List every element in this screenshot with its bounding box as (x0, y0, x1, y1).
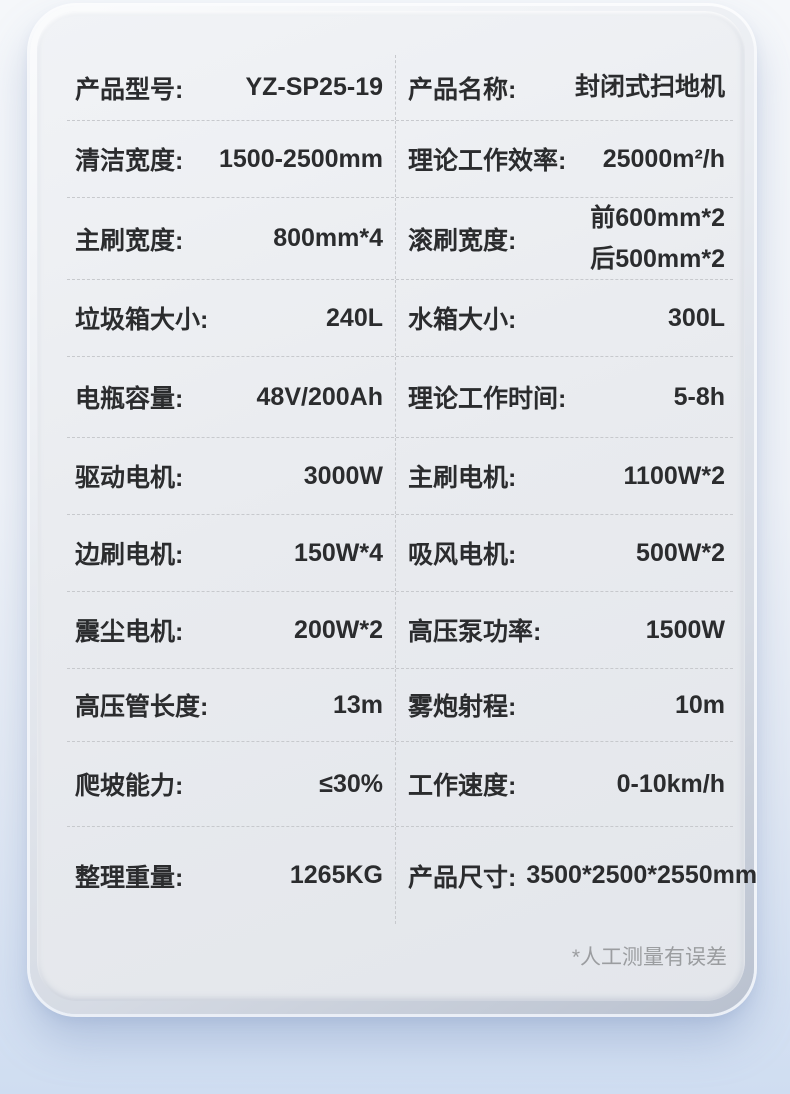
spec-label: 震尘电机: (75, 618, 184, 646)
spec-value: 25000m²/h (602, 144, 725, 173)
table-row: 产品型号: YZ-SP25-19 产品名称: 封闭式扫地机 (67, 55, 733, 121)
spec-cell-drive-motor: 驱动电机: 3000W (67, 438, 395, 514)
table-row: 爬坡能力: ≤30% 工作速度: 0-10km/h (67, 742, 733, 827)
spec-label: 整理重量: (75, 863, 184, 892)
spec-label: 产品型号: (75, 75, 184, 104)
spec-value: 封闭式扫地机 (574, 73, 725, 102)
spec-value: 1500W (645, 615, 725, 644)
spec-value: 150W*4 (294, 538, 383, 567)
spec-value: 3500*2500*2550mm (526, 861, 758, 890)
spec-cell-side-brush-motor: 边刷电机: 150W*4 (67, 515, 395, 591)
spec-cell-hose-length: 高压管长度: 13m (67, 669, 395, 741)
spec-cell-suction-motor: 吸风电机: 500W*2 (395, 515, 733, 591)
spec-label: 工作速度: (408, 772, 517, 800)
table-row: 高压管长度: 13m 雾炮射程: 10m (67, 669, 733, 742)
spec-value: 800mm*4 (273, 224, 383, 253)
spec-label: 电瓶容量: (75, 385, 184, 413)
table-row: 清洁宽度: 1500-2500mm 理论工作效率: 25000m²/h (67, 121, 733, 198)
table-row: 整理重量: 1265KG 产品尺寸: 3500*2500*2550mm (67, 827, 757, 924)
spec-cell-high-pressure-pump: 高压泵功率: 1500W (395, 592, 733, 668)
spec-value: 200W*2 (294, 615, 383, 644)
spec-value: 500W*2 (636, 538, 725, 567)
spec-cell-main-brush-motor: 主刷电机: 1100W*2 (395, 438, 733, 514)
spec-table: 产品型号: YZ-SP25-19 产品名称: 封闭式扫地机 清洁宽度: 1500… (67, 55, 757, 924)
spec-label: 高压泵功率: (408, 618, 542, 646)
spec-cell-work-speed: 工作速度: 0-10km/h (395, 742, 733, 826)
spec-cell-clean-width: 清洁宽度: 1500-2500mm (67, 121, 395, 197)
spec-cell-work-efficiency: 理论工作效率: 25000m²/h (395, 121, 733, 197)
spec-label: 水箱大小: (408, 306, 517, 334)
spec-value: ≤30% (319, 769, 383, 798)
spec-cell-climbing-ability: 爬坡能力: ≤30% (67, 742, 395, 826)
spec-label: 滚刷宽度: (408, 226, 517, 255)
spec-label: 边刷电机: (75, 541, 184, 569)
spec-label: 理论工作时间: (408, 385, 567, 413)
table-row: 震尘电机: 200W*2 高压泵功率: 1500W (67, 592, 733, 669)
spec-value: 300L (668, 303, 725, 332)
spec-label: 产品尺寸: (408, 863, 517, 892)
spec-label: 主刷宽度: (75, 226, 184, 255)
spec-value: 48V/200Ah (256, 382, 383, 411)
spec-label: 高压管长度: (75, 693, 209, 721)
spec-value: 1500-2500mm (218, 144, 383, 173)
spec-label: 产品名称: (408, 75, 517, 104)
spec-card-face: 产品型号: YZ-SP25-19 产品名称: 封闭式扫地机 清洁宽度: 1500… (37, 11, 757, 1001)
spec-cell-product-dimensions: 产品尺寸: 3500*2500*2550mm (395, 827, 765, 924)
spec-value: 240L (326, 303, 383, 332)
spec-value: 1265KG (289, 861, 383, 890)
spec-cell-battery-capacity: 电瓶容量: 48V/200Ah (67, 357, 395, 437)
spec-card: 产品型号: YZ-SP25-19 产品名称: 封闭式扫地机 清洁宽度: 1500… (30, 6, 757, 1014)
spec-cell-trash-bin-size: 垃圾箱大小: 240L (67, 280, 395, 356)
spec-cell-dust-shaker-motor: 震尘电机: 200W*2 (67, 592, 395, 668)
spec-value: 0-10km/h (616, 769, 725, 798)
spec-cell-fog-cannon-range: 雾炮射程: 10m (395, 669, 733, 741)
spec-value: 3000W (303, 461, 383, 490)
spec-label: 吸风电机: (408, 541, 517, 569)
spec-cell-machine-weight: 整理重量: 1265KG (67, 827, 395, 924)
table-row: 边刷电机: 150W*4 吸风电机: 500W*2 (67, 515, 733, 592)
spec-cell-main-brush-width: 主刷宽度: 800mm*4 (67, 198, 395, 279)
spec-value: YZ-SP25-19 (245, 73, 383, 102)
spec-cell-work-time: 理论工作时间: 5-8h (395, 357, 733, 437)
spec-value: 10m (674, 690, 725, 719)
spec-value: 5-8h (673, 382, 725, 411)
spec-label: 主刷电机: (408, 464, 517, 492)
spec-value: 13m (332, 690, 383, 719)
spec-value: 前600mm*2 后500mm*2 (590, 204, 725, 273)
table-row: 主刷宽度: 800mm*4 滚刷宽度: 前600mm*2 后500mm*2 (67, 198, 733, 280)
spec-label: 清洁宽度: (75, 147, 184, 175)
table-row: 电瓶容量: 48V/200Ah 理论工作时间: 5-8h (67, 357, 733, 438)
spec-label: 爬坡能力: (75, 772, 184, 800)
spec-cell-roller-brush-width: 滚刷宽度: 前600mm*2 后500mm*2 (395, 198, 733, 279)
spec-value: 1100W*2 (623, 461, 725, 490)
table-row: 驱动电机: 3000W 主刷电机: 1100W*2 (67, 438, 733, 515)
measurement-disclaimer: *人工测量有误差 (571, 946, 727, 969)
table-row: 垃圾箱大小: 240L 水箱大小: 300L (67, 280, 733, 357)
spec-cell-product-name: 产品名称: 封闭式扫地机 (395, 55, 733, 120)
spec-cell-model: 产品型号: YZ-SP25-19 (67, 55, 395, 120)
spec-label: 理论工作效率: (408, 147, 567, 175)
spec-label: 垃圾箱大小: (75, 306, 209, 334)
spec-label: 雾炮射程: (408, 693, 517, 721)
spec-cell-water-tank-size: 水箱大小: 300L (395, 280, 733, 356)
spec-label: 驱动电机: (75, 464, 184, 492)
